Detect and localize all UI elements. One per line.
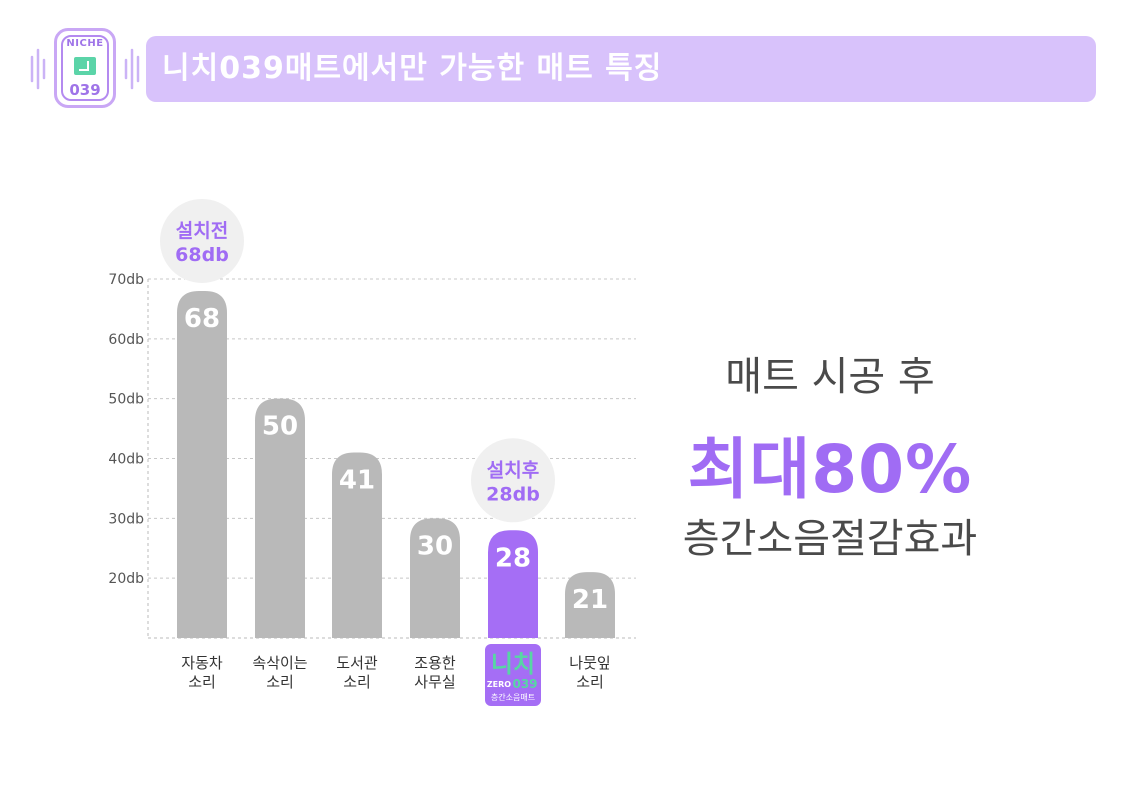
bar-value-label: 41 — [339, 466, 375, 496]
sound-wave-icon — [30, 48, 140, 90]
product-logo-number: 039 — [512, 677, 537, 691]
annotation-label: 설치전 — [176, 220, 228, 242]
bar — [255, 398, 305, 638]
bar — [332, 452, 382, 638]
annotation-bubble — [160, 198, 244, 283]
x-category-label: 사무실 — [414, 673, 455, 691]
bar-value-label: 68 — [184, 304, 220, 334]
logo-bottom-text: 039 — [69, 81, 101, 99]
bar — [410, 518, 460, 638]
bar — [565, 572, 615, 638]
y-tick-label: 30db — [108, 511, 144, 527]
annotation-bubble — [471, 438, 555, 523]
title-banner: 니치039매트에서만 가능한 매트 특징 — [146, 36, 1096, 102]
x-category-label: 소리 — [343, 673, 371, 691]
annotation-value: 28db — [486, 483, 540, 505]
summary-line-1: 매트 시공 후 — [725, 354, 935, 400]
x-category-label: 소리 — [576, 673, 604, 691]
noise-bar-chart: 20db 30db 40db 50db 60db 70db 68 50 41 30 28 21 설치전6… — [108, 198, 636, 706]
x-category-label: 소리 — [188, 673, 216, 691]
bar — [488, 530, 538, 638]
product-logo-caption: 층간소음매트 — [491, 692, 535, 702]
bar-value-label: 30 — [417, 531, 453, 561]
summary-line-3: 층간소음절감효과 — [682, 516, 978, 562]
bar-value-label: 28 — [495, 543, 531, 573]
y-tick-label: 40db — [108, 452, 144, 468]
annotation-value: 68db — [175, 244, 229, 266]
bar — [177, 290, 227, 638]
y-tick-label: 60db — [108, 332, 144, 348]
x-category-label: 도서관 — [336, 654, 378, 672]
x-category-label: 소리 — [266, 673, 294, 691]
product-logo-main: 니치 — [491, 650, 535, 678]
y-tick-label: 70db — [108, 272, 144, 288]
logo-badge: NICHE 039 — [54, 28, 116, 108]
x-category-label: 나뭇잎 — [569, 654, 610, 672]
logo-mark-icon — [74, 57, 96, 75]
bar-value-label: 50 — [262, 412, 298, 442]
annotation-label: 설치후 — [487, 459, 539, 481]
brand-logo: NICHE 039 — [26, 24, 148, 114]
page-title: 니치039매트에서만 가능한 매트 특징 — [162, 51, 663, 86]
summary-highlight: 최대80% — [687, 431, 973, 508]
product-logo-sub: ZERO — [487, 680, 511, 689]
y-tick-label: 50db — [108, 392, 144, 408]
product-logo-tile — [485, 644, 541, 706]
logo-top-text: NICHE — [66, 38, 104, 49]
x-category-label: 조용한 — [414, 654, 456, 672]
x-category-label: 자동차 — [181, 654, 223, 672]
bar-value-label: 21 — [572, 585, 608, 615]
y-tick-label: 20db — [108, 571, 144, 587]
x-category-label: 속삭이는 — [252, 654, 307, 672]
